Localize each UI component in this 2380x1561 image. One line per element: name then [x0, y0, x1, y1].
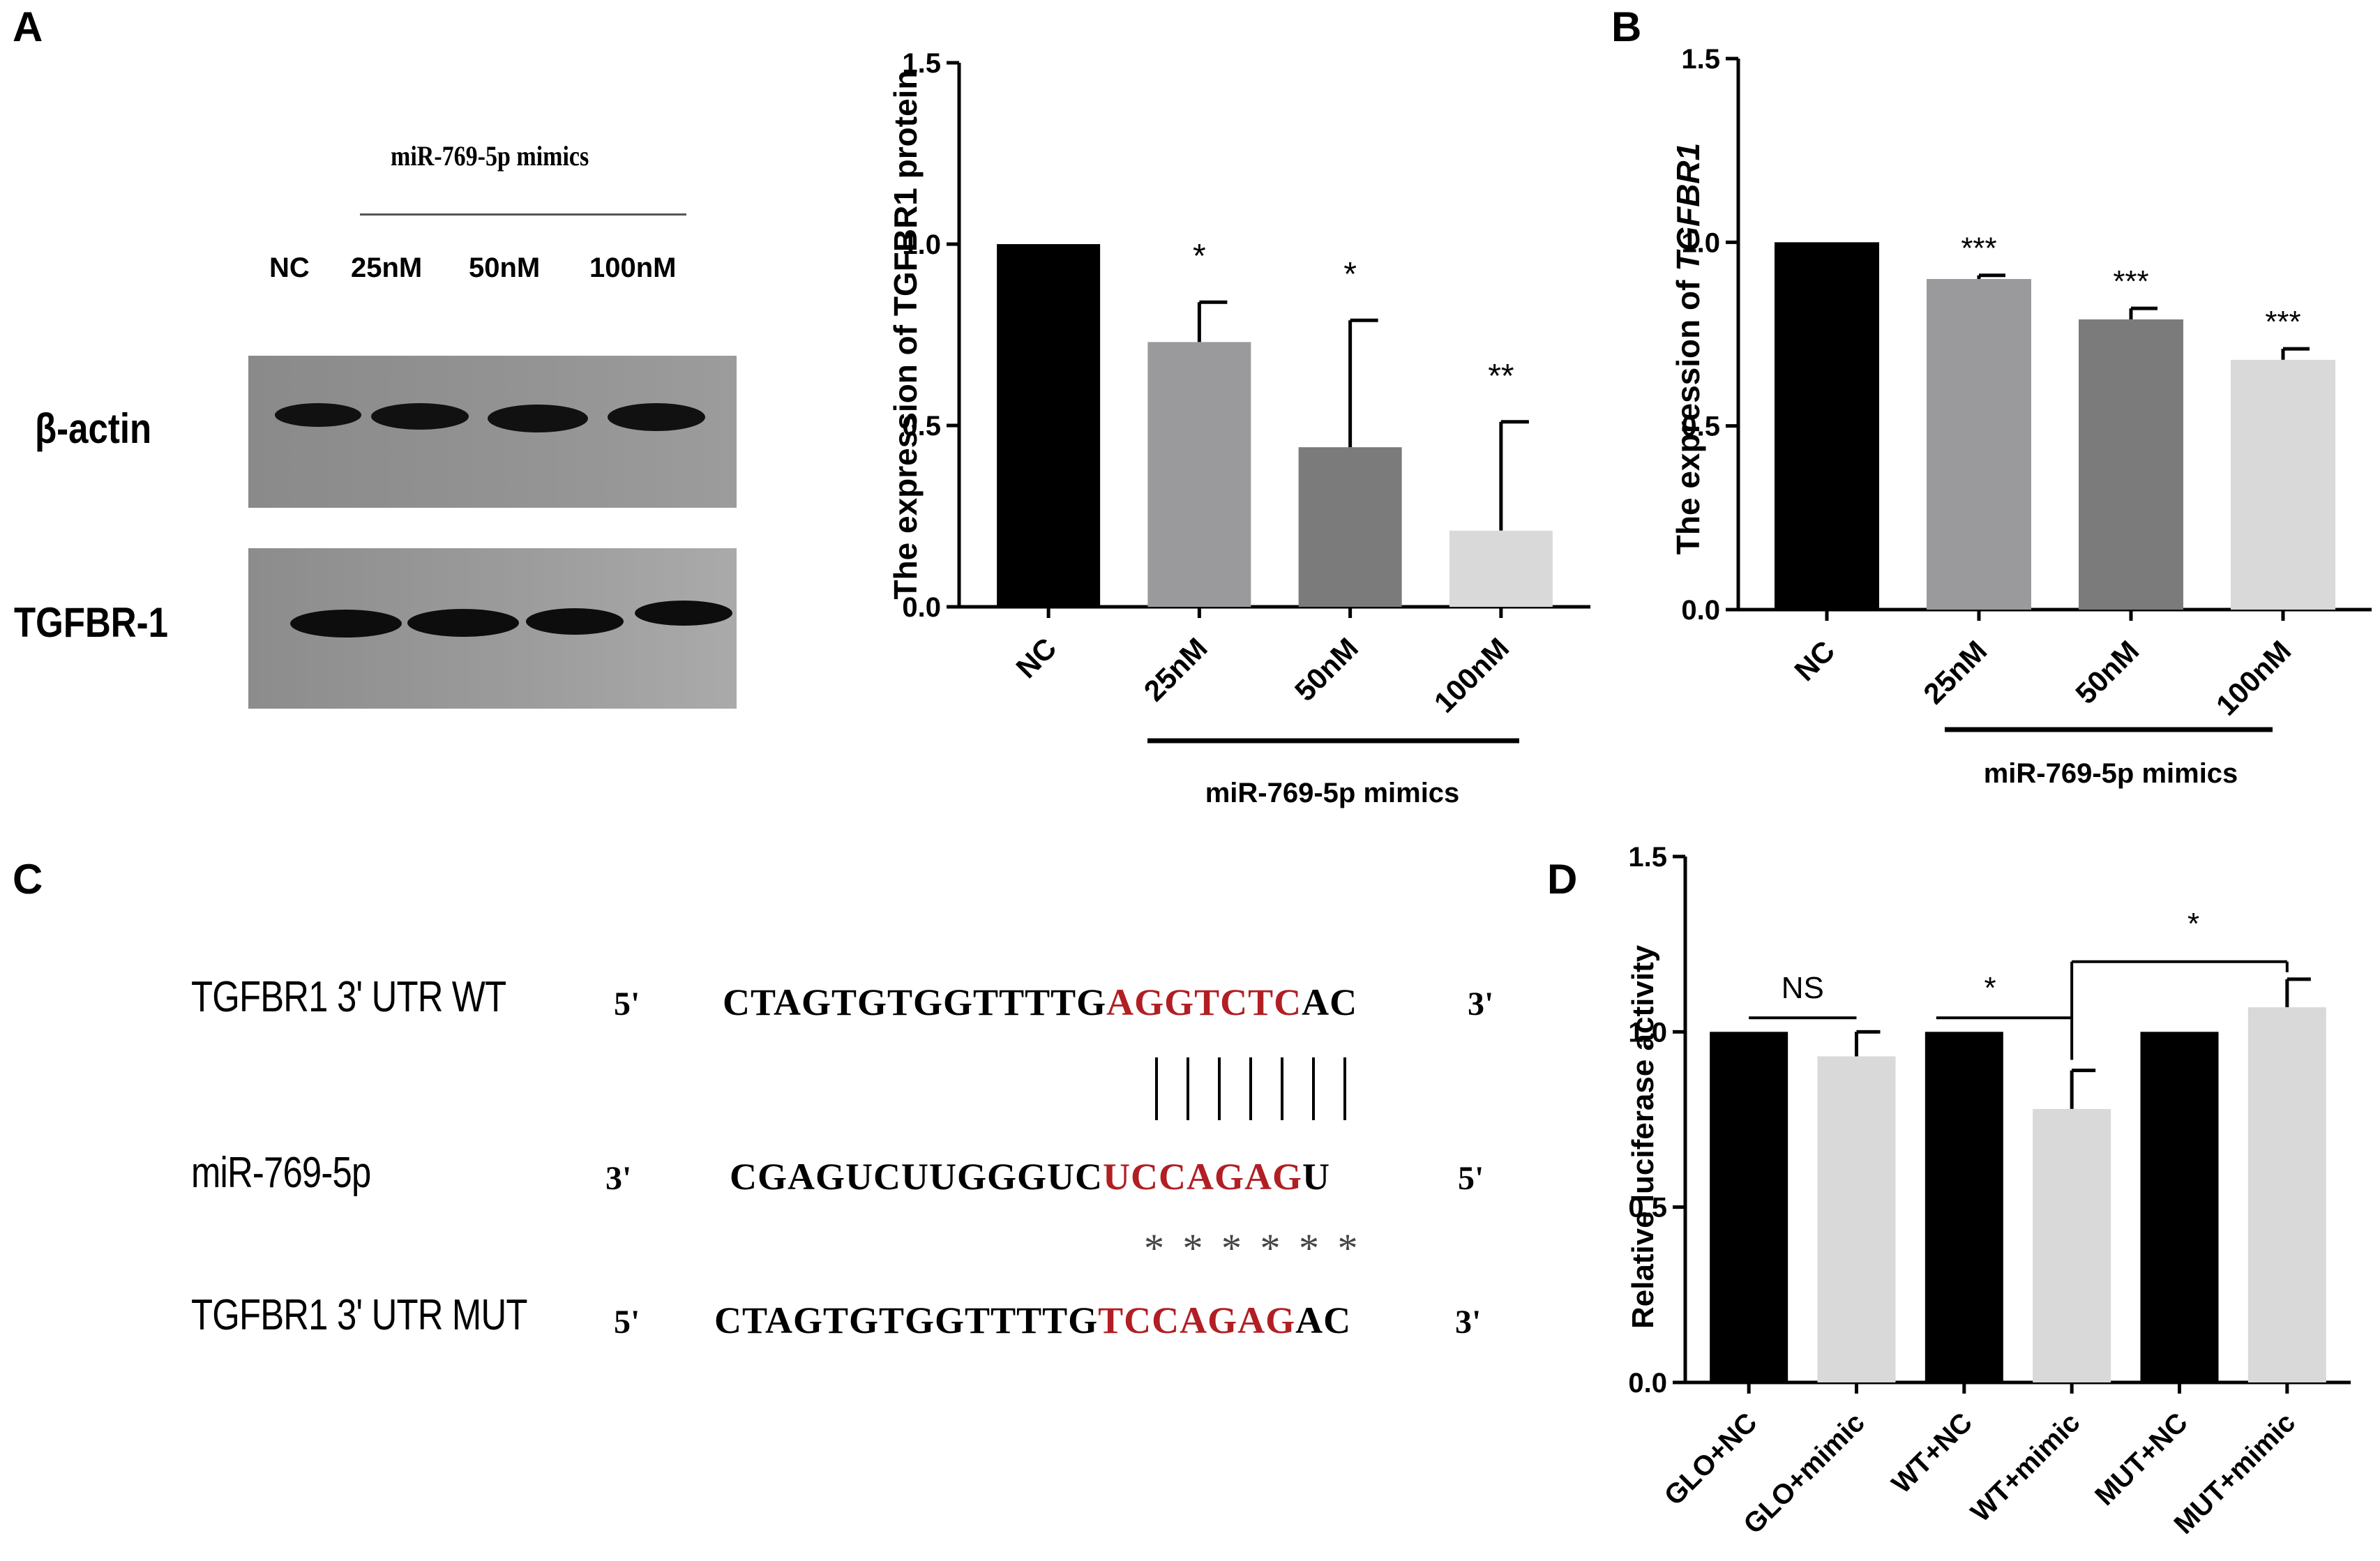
y-tick-label: 0.0	[902, 592, 941, 623]
bar	[2247, 1007, 2326, 1382]
y-tick-label: 0.5	[1681, 412, 1720, 442]
blot-group-line	[360, 213, 686, 216]
panel-letter-d: D	[1547, 856, 1578, 903]
blot-lane-label: 25nM	[351, 252, 423, 283]
x-tick-label: 100nM	[2210, 634, 2298, 722]
mutation-marks: * * * * * *	[1144, 1226, 1362, 1271]
x-tick-label: NC	[1788, 634, 1841, 687]
bar	[1449, 530, 1553, 607]
panel-letter-a: A	[13, 3, 43, 50]
x-tick-label: 50nM	[2069, 634, 2145, 710]
x-tick-label: WT+mimic	[1965, 1407, 2086, 1528]
bar	[997, 244, 1101, 607]
y-tick-label: 1.0	[1681, 227, 1720, 258]
significance-label: ***	[2265, 305, 2300, 339]
bar	[2079, 319, 2183, 610]
bar	[2033, 1108, 2111, 1382]
blot-band	[407, 609, 519, 637]
bar	[1927, 279, 2031, 610]
y-tick-label: 1.5	[1628, 842, 1667, 873]
blot-lane-label: 50nM	[469, 252, 541, 283]
seq-end: 3'	[1455, 1304, 1482, 1341]
x-tick-label: 50nM	[1288, 631, 1364, 707]
x-tick-label: MUT+NC	[2089, 1407, 2194, 1511]
seq-end: 5'	[1458, 1160, 1484, 1197]
seq-end: 3'	[1468, 986, 1494, 1023]
chart-b: 0.0 0.5 1.0 1.5 NC 25nM *** 50nM *** 100nM *** The …	[1670, 44, 2372, 789]
significance-label: **	[1488, 358, 1514, 395]
significance-label: *	[2187, 907, 2199, 941]
x-tick-label: 25nM	[1138, 631, 1214, 707]
y-tick-label: 0.0	[1681, 595, 1720, 626]
y-axis-title: The expression of TGFBR1 protein	[887, 70, 924, 599]
group-label: miR-769-5p mimics	[1984, 758, 2238, 789]
x-tick-label: 25nM	[1917, 634, 1993, 710]
panel-letter-c: C	[13, 856, 43, 903]
significance-label: ***	[2113, 264, 2148, 299]
x-tick-label: NC	[1009, 631, 1062, 684]
blot-lane-label: 100nM	[589, 252, 677, 283]
y-tick-label: 1.5	[1681, 44, 1720, 75]
x-tick-label: WT+NC	[1886, 1407, 1978, 1499]
bar	[2140, 1032, 2219, 1382]
seq-end: 3'	[605, 1160, 632, 1197]
y-tick-label: 0.5	[902, 411, 941, 442]
bar	[1710, 1032, 1788, 1382]
blot-band	[488, 405, 588, 432]
seq-wt: CTAGTGTGGTTTTGAGGTCTCAC	[723, 981, 1358, 1023]
blot-row-label-tgfbr1: TGFBR-1	[14, 599, 168, 646]
panel-letter-b: B	[1611, 3, 1642, 50]
y-tick-label: 1.0	[1628, 1017, 1667, 1048]
seq-end: 5'	[614, 1304, 640, 1341]
seq-mir: CGAGUCUUGGGUCUCCAGAGU	[730, 1156, 1330, 1198]
blot-band	[275, 403, 361, 427]
significance-label: *	[1343, 256, 1357, 293]
bar	[1775, 242, 1879, 610]
seq-name-mut: TGFBR1 3' UTR MUT	[191, 1291, 527, 1339]
blot-band	[290, 610, 402, 638]
blot-band	[371, 403, 469, 430]
seq-name-wt: TGFBR1 3' UTR WT	[191, 973, 506, 1021]
bar	[1817, 1056, 1896, 1382]
significance-label: ***	[1961, 232, 1996, 266]
y-tick-label: 1.5	[902, 48, 941, 79]
y-tick-label: 1.0	[902, 229, 941, 260]
blot-strip-beta-actin	[248, 356, 737, 508]
significance-label: NS	[1782, 971, 1824, 1005]
chart-a: 0.0 0.5 1.0 1.5 NC 25nM * 50nM * 100nM ** The expre…	[887, 48, 1590, 808]
seq-mut: CTAGTGTGGTTTTGTCCAGAGAC	[714, 1299, 1352, 1341]
blot-band	[526, 608, 624, 635]
group-label: miR-769-5p mimics	[1205, 778, 1460, 808]
bar	[1925, 1032, 2003, 1382]
base-pairing-lines	[1150, 1057, 1359, 1122]
significance-label: *	[1193, 238, 1206, 275]
y-tick-label: 0.5	[1628, 1193, 1667, 1223]
y-axis-title: The expression of TGFBR1	[1670, 143, 1706, 555]
x-tick-label: 100nM	[1428, 631, 1516, 719]
blot-group-label: miR-769-5p mimics	[391, 140, 589, 172]
y-tick-label: 0.0	[1628, 1368, 1667, 1398]
blot-image	[248, 356, 737, 709]
bar	[1298, 447, 1402, 607]
blot-band	[608, 403, 705, 431]
blot-band	[635, 601, 732, 626]
blot-lane-label: NC	[269, 252, 310, 283]
bar	[2231, 359, 2335, 610]
bar	[1147, 342, 1251, 607]
significance-label: *	[1984, 971, 1996, 1005]
seq-name-mir: miR-769-5p	[191, 1149, 371, 1197]
blot-row-label-beta-actin: β-actin	[35, 405, 152, 452]
seq-end: 5'	[614, 986, 640, 1023]
y-axis-title: Relative luciferase activity	[1626, 944, 1660, 1329]
x-tick-label: GLO+NC	[1659, 1407, 1763, 1511]
